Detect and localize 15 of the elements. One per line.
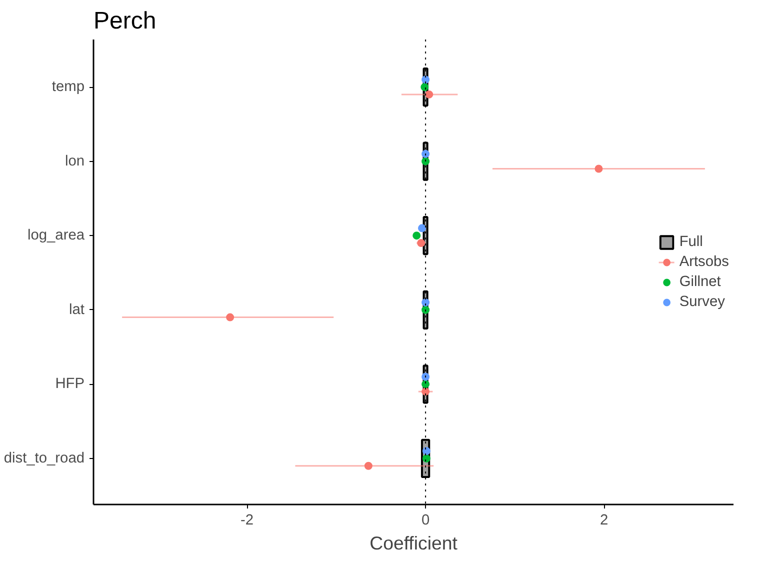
x-tick-label: 0 — [421, 512, 430, 528]
y-tick-label: dist_to_road — [4, 450, 85, 466]
chart-title: Perch — [94, 8, 156, 34]
y-tick-label: temp — [52, 79, 85, 96]
legend-label: Gillnet — [679, 274, 721, 290]
y-tick-label: lat — [69, 302, 85, 318]
x-axis-title: Coefficient — [370, 532, 458, 554]
x-tick-label: -2 — [240, 512, 254, 528]
y-tick-label: lon — [64, 153, 85, 170]
y-tick-label: log_area — [27, 228, 86, 244]
legend-label: Survey — [679, 294, 725, 310]
legend-label: Full — [679, 234, 703, 250]
x-tick-label: 2 — [600, 512, 608, 528]
y-tick-label: HFP — [55, 376, 84, 392]
legend-label: Artsobs — [679, 254, 729, 270]
